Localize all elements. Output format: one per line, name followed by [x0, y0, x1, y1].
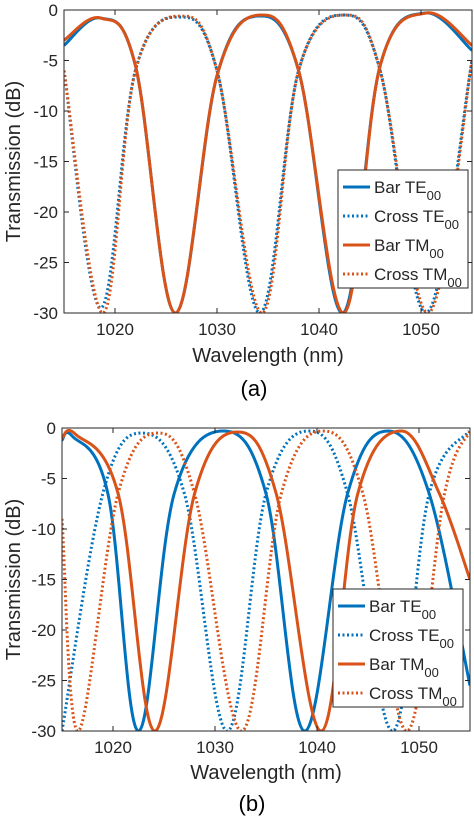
x-axis-label: Wavelength (nm): [192, 345, 344, 367]
series-line-2: [64, 13, 472, 313]
chart-panel-1: 1020 1030 1040 1050 -30 -25 -20 -15 -10 -5 0 Wavele…: [3, 1, 473, 401]
y-tick-label: -15: [33, 153, 58, 172]
y-tick-label: -20: [31, 621, 56, 640]
legend-entry-subscript: 00: [440, 636, 454, 651]
series-line-3: [64, 11, 472, 313]
y-tick-label: 0: [47, 419, 56, 438]
y-tick-label: -5: [41, 470, 56, 489]
x-tick-label: 1030: [198, 320, 236, 339]
x-tick-label: 1030: [196, 738, 234, 757]
y-tick-label: -20: [33, 203, 58, 222]
legend-entry-subscript: 00: [445, 217, 459, 232]
y-axis-label: Transmission (dB): [3, 499, 25, 661]
legend-box: [332, 588, 464, 708]
legend-entry-subscript: 00: [427, 188, 441, 203]
panel-label: (b): [239, 791, 266, 816]
x-tick-label: 1020: [94, 738, 132, 757]
y-tick-label: -25: [33, 254, 58, 273]
series-line-3: [62, 428, 470, 731]
chart-panel-2: 1020 1030 1040 1050 -30 -25 -20 -15 -10 -5 0 Wavele…: [3, 419, 471, 816]
y-tick-label: -30: [33, 304, 58, 323]
series-line-2: [62, 429, 470, 731]
y-axis-label: Transmission (dB): [3, 81, 25, 243]
panel-label: (a): [241, 376, 268, 401]
y-tick-label: -25: [31, 672, 56, 691]
legend-entry-subscript: 00: [429, 246, 443, 261]
y-tick-label: -30: [31, 722, 56, 741]
x-tick-label: 1020: [96, 320, 134, 339]
x-tick-label: 1040: [300, 320, 338, 339]
series-line-4: [62, 429, 470, 731]
y-tick-label: -10: [33, 102, 58, 121]
legend-entry-subscript: 00: [442, 694, 456, 709]
y-tick-label: -5: [43, 52, 58, 71]
series-group: [62, 428, 470, 731]
x-tick-label: 1050: [402, 320, 440, 339]
x-axis-label: Wavelength (nm): [190, 762, 342, 784]
y-tick-label: 0: [49, 1, 58, 20]
legend-entry-subscript: 00: [447, 275, 461, 290]
x-tick-label: 1050: [400, 738, 438, 757]
legend-entry-subscript: 00: [424, 665, 438, 680]
y-tick-label: -15: [31, 571, 56, 590]
y-tick-label: -10: [31, 520, 56, 539]
legend-box: [337, 169, 469, 289]
legend-entry-subscript: 00: [422, 607, 436, 622]
x-tick-label: 1040: [298, 738, 336, 757]
